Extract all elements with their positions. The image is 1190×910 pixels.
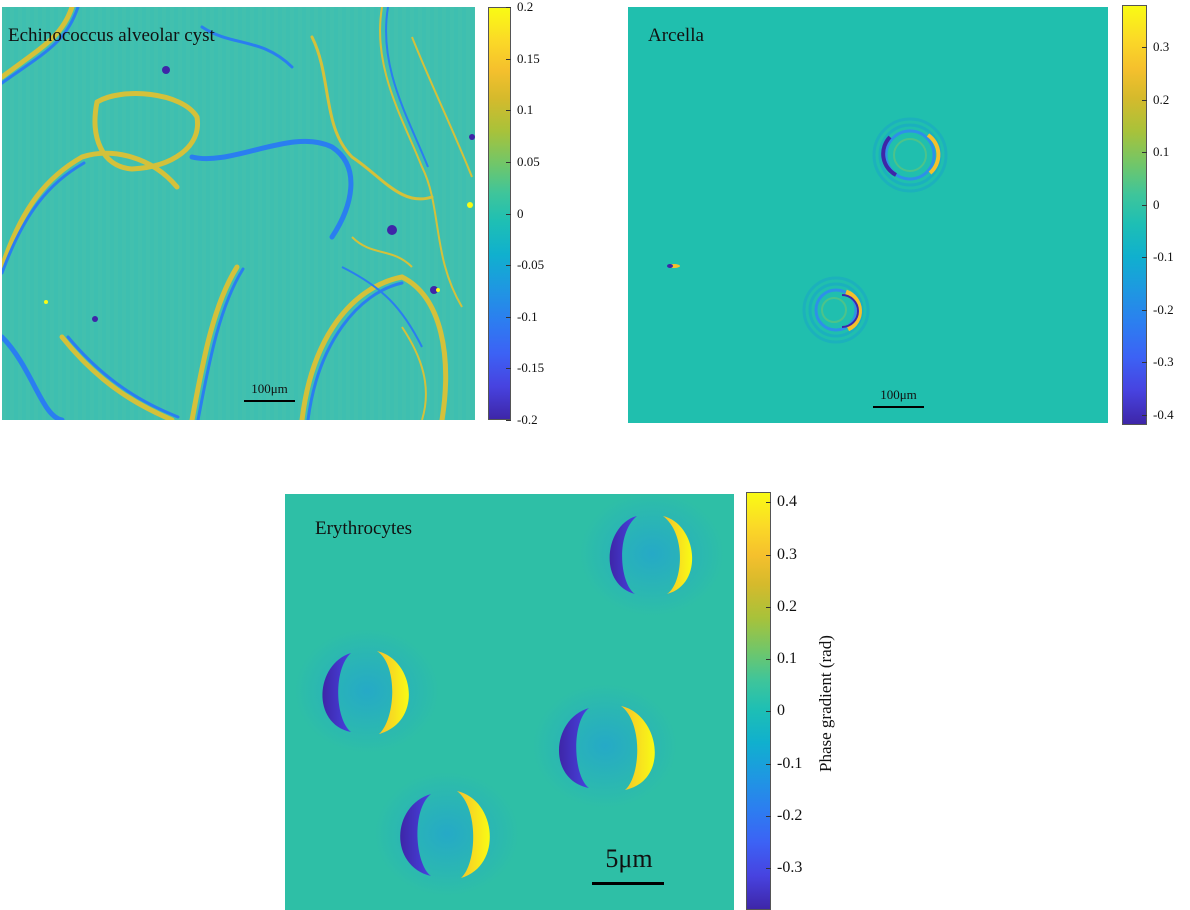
echinococcus-title: Echinococcus alveolar cyst (8, 25, 215, 46)
colorbar-tick-label: 0.4 (777, 493, 797, 511)
colorbar-tick-mark (506, 420, 511, 421)
colorbar-axis-label: Phase gradient (rad) (816, 635, 835, 772)
colorbar-tick-label: -0.2 (1153, 301, 1174, 317)
colorbar-tick-label: 0.3 (777, 545, 797, 563)
erythrocytes-title: Erythrocytes (315, 518, 413, 539)
colorbar-tick-label: 0.2 (777, 597, 797, 615)
colorbar-tick-label: 0.15 (517, 50, 540, 66)
colorbar-tick-mark (506, 368, 511, 370)
colorbar-tick-mark (1142, 47, 1147, 48)
colorbar-tick-label: 0.1 (1153, 144, 1170, 159)
arcella-scale-bar: 100μm (871, 387, 926, 415)
colorbar-tick-label: 0.1 (777, 650, 797, 668)
colorbar-tick-label: -0.1 (517, 308, 538, 324)
colorbar-tick-mark (1142, 257, 1147, 258)
echinococcus-phase-image (2, 7, 475, 420)
scale-bar-line (244, 400, 295, 402)
colorbar-tick-mark (1142, 309, 1147, 311)
colorbar-tick-mark (506, 7, 511, 8)
colorbar-tick-label: 0.2 (517, 0, 534, 14)
colorbar-tick-mark (1142, 204, 1147, 206)
scale-bar-label: 100μm (251, 381, 288, 396)
arcella-colorbar (1122, 5, 1147, 425)
colorbar-tick-label: 0 (517, 205, 524, 221)
colorbar-tick-label: -0.1 (1153, 249, 1174, 264)
colorbar-tick-mark (1142, 362, 1147, 363)
colorbar-tick-label: 0 (1153, 196, 1160, 212)
colorbar-tick-label: 0.2 (1153, 91, 1170, 107)
erythrocytes-colorbar (746, 492, 771, 910)
scale-bar-label: 100μm (880, 387, 917, 402)
echinococcus-image-panel: Echinococcus alveolar cyst 100μm (2, 7, 475, 420)
erythrocyte-cell (533, 684, 677, 808)
erythrocyte-cell (580, 494, 724, 616)
arcella-image-panel: Arcella 100μm (628, 7, 1108, 423)
colorbar-tick-mark (506, 161, 511, 163)
colorbar-tick-mark (506, 265, 511, 267)
colorbar-tick-mark (506, 316, 511, 318)
colorbar-tick-mark (1142, 99, 1147, 101)
arcella-phase-image (628, 7, 1108, 423)
colorbar-tick-label: -0.3 (1153, 354, 1174, 369)
colorbar-tick-label: -0.15 (517, 360, 545, 376)
erythrocytes-image-panel: Erythrocytes 5μm (285, 494, 734, 910)
colorbar-tick-mark (506, 110, 511, 112)
colorbar-tick-mark (766, 868, 771, 870)
colorbar-tick-mark (1142, 414, 1147, 416)
colorbar-tick-label: -0.05 (517, 257, 545, 273)
colorbar-tick-label: -0.1 (777, 754, 803, 772)
colorbar-tick-label: 0.05 (517, 153, 540, 169)
colorbar-tick-mark (766, 763, 771, 765)
colorbar-tick-label: 0.1 (517, 102, 534, 118)
scale-bar-label: 5μm (605, 844, 653, 873)
colorbar-tick-label: 0.3 (1153, 39, 1170, 54)
colorbar-tick-label: -0.2 (777, 806, 803, 824)
erythrocytes-scale-bar: 5μm (589, 844, 669, 888)
colorbar-tick-mark (506, 213, 511, 215)
arcella-title: Arcella (648, 25, 704, 46)
colorbar-tick-mark (1142, 152, 1147, 153)
colorbar-tick-mark (766, 815, 771, 817)
colorbar-tick-label: -0.4 (1153, 406, 1174, 422)
colorbar-tick-label: 0 (777, 702, 785, 720)
echinococcus-scale-bar: 100μm (242, 381, 297, 409)
erythrocytes-phase-image (285, 494, 734, 910)
colorbar-tick-mark (766, 659, 771, 661)
colorbar-tick-mark (766, 502, 771, 504)
colorbar-tick-mark (766, 711, 771, 713)
erythrocyte-cell (295, 629, 439, 753)
erythrocyte-cell (375, 772, 519, 896)
colorbar-tick-label: -0.3 (777, 859, 803, 877)
colorbar-tick-mark (766, 554, 771, 556)
scale-bar-line (873, 406, 924, 408)
colorbar-tick-mark (506, 58, 511, 60)
colorbar-tick-mark (766, 606, 771, 608)
scale-bar-line (592, 882, 664, 885)
colorbar-tick-label: -0.2 (517, 412, 538, 427)
